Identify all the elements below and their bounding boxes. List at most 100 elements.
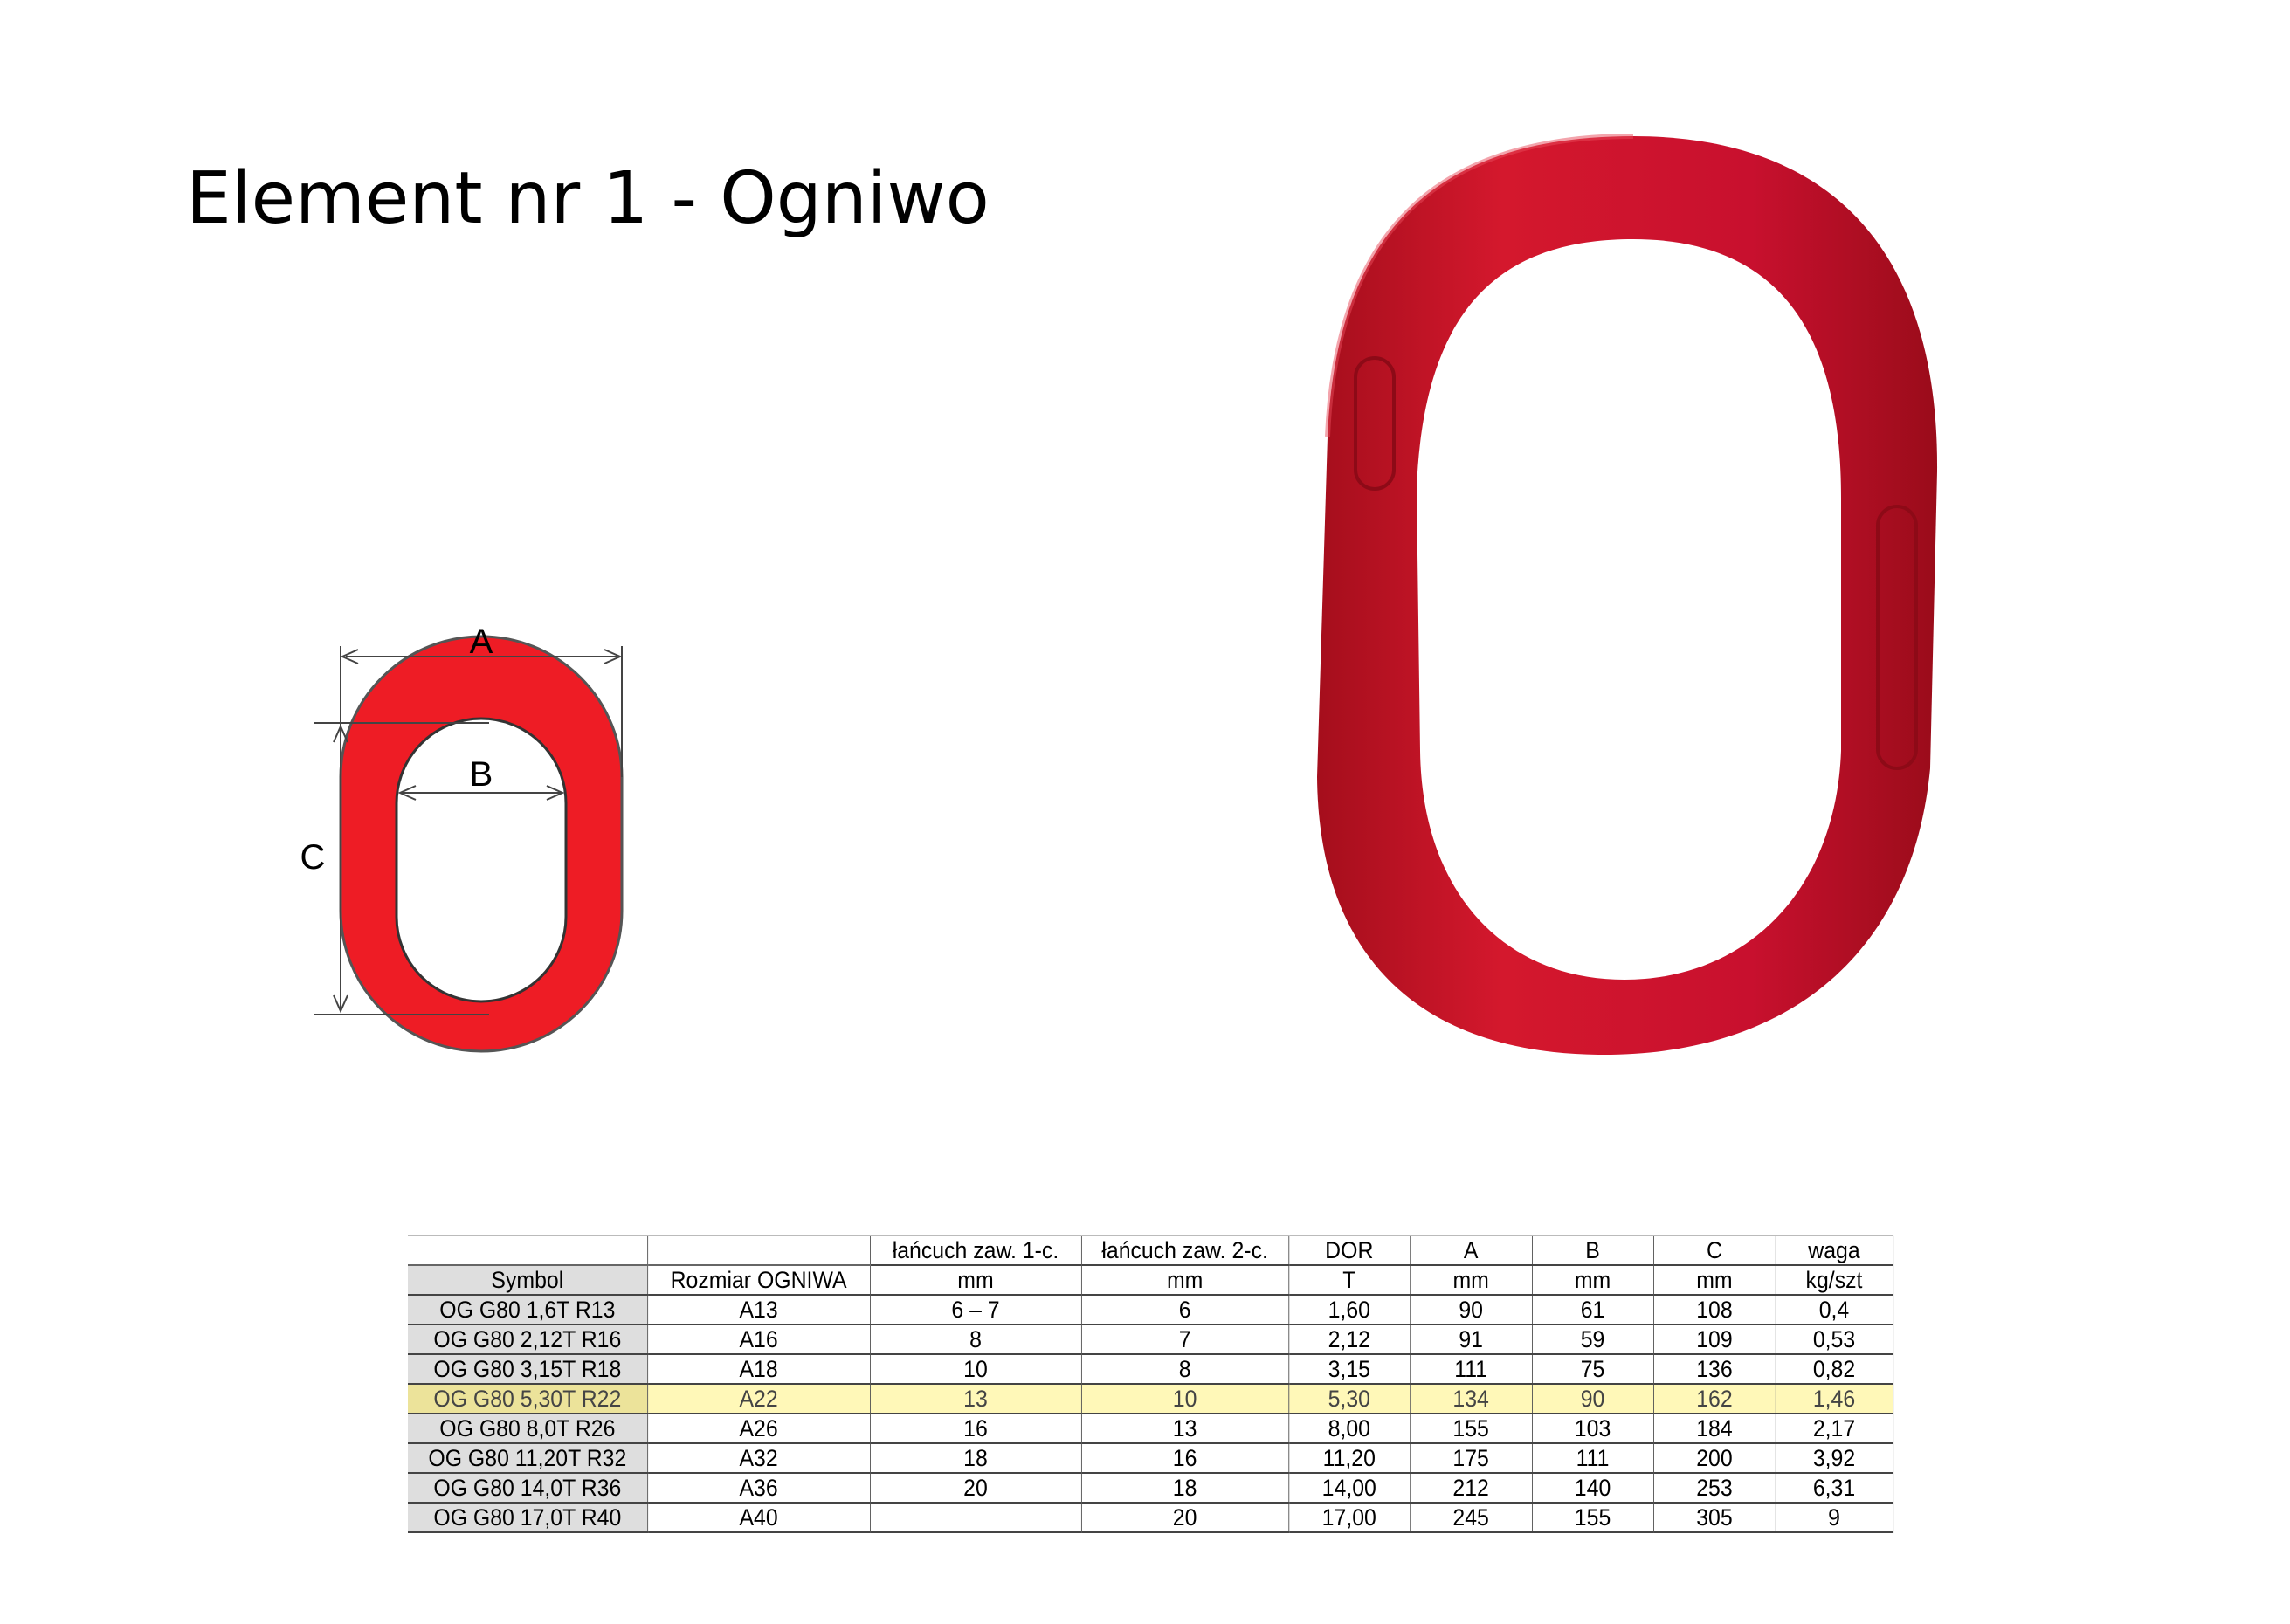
table-cell: DOR (1288, 1235, 1411, 1266)
cell-text: OG G80 8,0T R26 (439, 1415, 616, 1442)
table-cell: 111 (1410, 1354, 1533, 1385)
table-row: OG G80 2,12T R16 A16 8 7 2,12 91 59 109 0,53 (408, 1325, 1893, 1355)
table-cell: 103 (1532, 1414, 1654, 1444)
table-cell: 5,30 (1288, 1384, 1411, 1414)
table-cell: A32 (647, 1443, 871, 1474)
table-cell: 10 (1080, 1384, 1289, 1414)
table-row: OG G80 17,0T R40 A40 20 17,00 245 155 305 9 (408, 1503, 1893, 1533)
cell-text: 9 (1828, 1504, 1840, 1531)
label-b: B (470, 755, 493, 794)
table-cell: 17,00 (1288, 1503, 1411, 1533)
table-cell: A36 (647, 1473, 871, 1504)
spec-table: łańcuch zaw. 1-c. łańcuch zaw. 2-c. DOR A B C… (408, 1235, 1893, 1533)
table-cell: 2,17 (1775, 1414, 1893, 1444)
cell-text: 8 (1178, 1356, 1191, 1382)
cell-text: A13 (739, 1297, 778, 1323)
cell-text: 16 (1172, 1445, 1197, 1471)
table-cell: 109 (1653, 1325, 1776, 1355)
cell-text: Symbol (491, 1267, 564, 1293)
cell-text: 0,53 (1812, 1326, 1856, 1352)
cell-text: 155 (1452, 1415, 1489, 1442)
table-cell: 305 (1653, 1503, 1776, 1533)
label-c: C (300, 838, 326, 877)
cell-text: 59 (1580, 1326, 1605, 1352)
table-cell: 6 – 7 (870, 1295, 1082, 1325)
table-cell: 155 (1532, 1503, 1654, 1533)
cell-text: OG G80 14,0T R36 (433, 1475, 622, 1501)
table-cell: 108 (1653, 1295, 1776, 1325)
cell-text: 13 (1172, 1415, 1197, 1442)
cell-text: 245 (1452, 1504, 1489, 1531)
cell-text: 6 – 7 (951, 1297, 1000, 1323)
table-cell: 18 (1080, 1473, 1289, 1504)
cell-text: 0,4 (1818, 1297, 1850, 1323)
cell-text: mm (1574, 1267, 1611, 1293)
page-title: Element nr 1 - Ogniwo (186, 157, 990, 240)
table-cell: 7 (1080, 1325, 1289, 1355)
cell-text: A26 (739, 1415, 778, 1442)
table-cell: 90 (1410, 1295, 1533, 1325)
table-cell: mm (1080, 1265, 1289, 1296)
cell-text: 103 (1574, 1415, 1611, 1442)
cell-text: 16 (963, 1415, 988, 1442)
table-cell: A13 (647, 1295, 871, 1325)
cell-text: A36 (739, 1475, 778, 1501)
table-cell: 6,31 (1775, 1473, 1893, 1504)
table-row: OG G80 8,0T R26 A26 16 13 8,00 155 103 184 2,17 (408, 1414, 1893, 1444)
cell-text: 155 (1574, 1504, 1611, 1531)
table-row: OG G80 11,20T R32 A32 18 16 11,20 175 111 200 3,… (408, 1443, 1893, 1474)
table-cell: 10 (870, 1354, 1082, 1385)
cell-text: A16 (739, 1326, 778, 1352)
cell-text: 175 (1452, 1445, 1489, 1471)
cell-text: 5,30 (1328, 1386, 1370, 1412)
table-cell: C (1653, 1235, 1776, 1266)
link-outline (339, 635, 624, 1053)
table-cell: A16 (647, 1325, 871, 1355)
cell-text: mm (957, 1267, 994, 1293)
table-cell: 162 (1653, 1384, 1776, 1414)
table-cell: 13 (870, 1384, 1082, 1414)
table-cell: 111 (1532, 1443, 1654, 1474)
table-row: OG G80 3,15T R18 A18 10 8 3,15 111 75 136 0,82 (408, 1354, 1893, 1385)
cell-text: OG G80 3,15T R18 (433, 1356, 622, 1382)
cell-text: 10 (963, 1356, 988, 1382)
table-cell: 8 (1080, 1354, 1289, 1385)
table-cell: 8 (870, 1325, 1082, 1355)
table-cell: 90 (1532, 1384, 1654, 1414)
cell-text: B (1585, 1237, 1600, 1263)
table-cell: A22 (647, 1384, 871, 1414)
cell-text: T (1342, 1267, 1356, 1293)
table-cell: mm (870, 1265, 1082, 1296)
table-cell (870, 1503, 1082, 1533)
cell-text: 1,60 (1328, 1297, 1370, 1323)
table-cell: 1,60 (1288, 1295, 1411, 1325)
table-cell: 212 (1410, 1473, 1533, 1504)
table-cell: OG G80 3,15T R18 (408, 1354, 648, 1385)
table-cell: OG G80 17,0T R40 (408, 1503, 648, 1533)
table-cell: 9 (1775, 1503, 1893, 1533)
table-cell: 184 (1653, 1414, 1776, 1444)
cell-text: łańcuch zaw. 2-c. (1101, 1237, 1268, 1263)
cell-text: 7 (1178, 1326, 1191, 1352)
cell-text: 0,82 (1812, 1356, 1856, 1382)
cell-text: 212 (1452, 1475, 1489, 1501)
table-cell: T (1288, 1265, 1411, 1296)
cell-text: 2,12 (1328, 1326, 1370, 1352)
cell-text: 8 (969, 1326, 982, 1352)
table-cell: łańcuch zaw. 1-c. (870, 1235, 1082, 1266)
cell-text: łańcuch zaw. 1-c. (892, 1237, 1059, 1263)
label-a: A (470, 623, 493, 661)
table-cell: 134 (1410, 1384, 1533, 1414)
table-cell: 3,92 (1775, 1443, 1893, 1474)
table-cell: mm (1653, 1265, 1776, 1296)
cell-text: OG G80 17,0T R40 (433, 1504, 622, 1531)
cell-text: 18 (1172, 1475, 1197, 1501)
cell-text: kg/szt (1805, 1267, 1863, 1293)
table-cell: 75 (1532, 1354, 1654, 1385)
table-cell: łańcuch zaw. 2-c. (1080, 1235, 1289, 1266)
table-cell: 136 (1653, 1354, 1776, 1385)
table-cell: A18 (647, 1354, 871, 1385)
cell-text: 17,00 (1321, 1504, 1376, 1531)
table-cell: OG G80 14,0T R36 (408, 1473, 648, 1504)
table-cell: Rozmiar OGNIWA (647, 1265, 871, 1296)
